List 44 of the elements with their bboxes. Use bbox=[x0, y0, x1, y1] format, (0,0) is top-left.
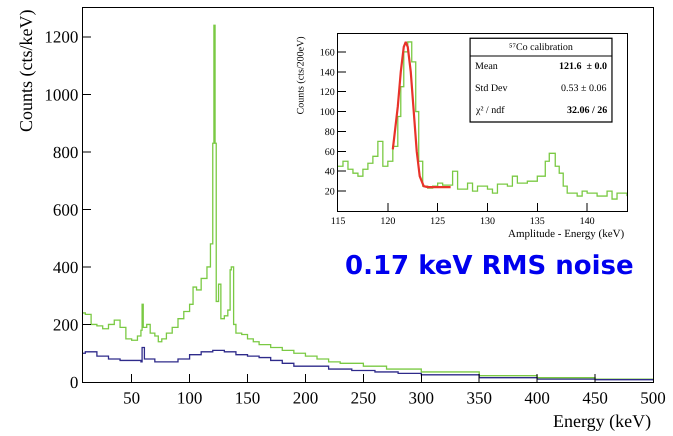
y-tick-label: 1000 bbox=[44, 85, 78, 104]
y-tick-label: 120 bbox=[320, 87, 335, 98]
annotation: Mean bbox=[475, 61, 498, 72]
annotation: 121.6 ± 0.0 bbox=[559, 61, 607, 72]
y-tick-label: 80 bbox=[324, 126, 335, 138]
x-tick-label: 140 bbox=[580, 216, 595, 228]
x-tick-label: 200 bbox=[292, 388, 318, 408]
y-tick-label: 100 bbox=[320, 107, 335, 118]
x-tick-label: 135 bbox=[530, 216, 545, 228]
annotation: Std Dev bbox=[475, 83, 508, 94]
annotation: 0.53 ± 0.06 bbox=[561, 83, 606, 94]
y-tick-label: 400 bbox=[52, 258, 78, 277]
x-tick-label: 100 bbox=[176, 388, 202, 408]
x-tick-label: 115 bbox=[330, 216, 346, 228]
x-tick-label: 50 bbox=[123, 388, 140, 408]
x-tick-label: 350 bbox=[466, 388, 492, 408]
x-axis-title: Energy (keV) bbox=[553, 411, 652, 431]
x-tick-label: 130 bbox=[480, 216, 495, 228]
line-series bbox=[392, 40, 452, 188]
x-axis-title: Amplitude - Energy (keV) bbox=[508, 228, 625, 240]
y-tick-label: 160 bbox=[320, 47, 335, 58]
x-tick-label: 450 bbox=[582, 388, 608, 408]
x-tick-label: 300 bbox=[408, 388, 434, 408]
x-tick-label: 500 bbox=[640, 388, 666, 408]
y-tick-label: 60 bbox=[324, 146, 335, 158]
x-tick-label: 150 bbox=[234, 388, 260, 408]
annotation: χ² / ndf bbox=[475, 105, 506, 116]
y-tick-label: 200 bbox=[52, 315, 78, 334]
y-tick-label: 600 bbox=[52, 200, 78, 220]
y-tick-label: 0 bbox=[70, 372, 78, 392]
x-tick-label: 125 bbox=[430, 216, 446, 228]
x-tick-label: 250 bbox=[350, 388, 376, 408]
y-axis-title: Counts (cts/keV) bbox=[16, 10, 36, 132]
y-tick-label: 20 bbox=[324, 186, 335, 198]
y-tick-label: 40 bbox=[324, 166, 335, 178]
annotation: ⁵⁷Co calibration bbox=[509, 42, 573, 53]
y-axis-title: Counts (cts/200eV) bbox=[295, 36, 306, 114]
y-tick-label: 1200 bbox=[44, 28, 78, 47]
y-tick-label: 800 bbox=[52, 142, 78, 162]
x-tick-label: 400 bbox=[524, 388, 550, 408]
annotation: 0.17 keV RMS noise bbox=[345, 251, 634, 281]
annotation: 32.06 / 26 bbox=[567, 105, 608, 116]
x-tick-label: 120 bbox=[380, 216, 396, 228]
y-tick-label: 140 bbox=[320, 67, 335, 78]
